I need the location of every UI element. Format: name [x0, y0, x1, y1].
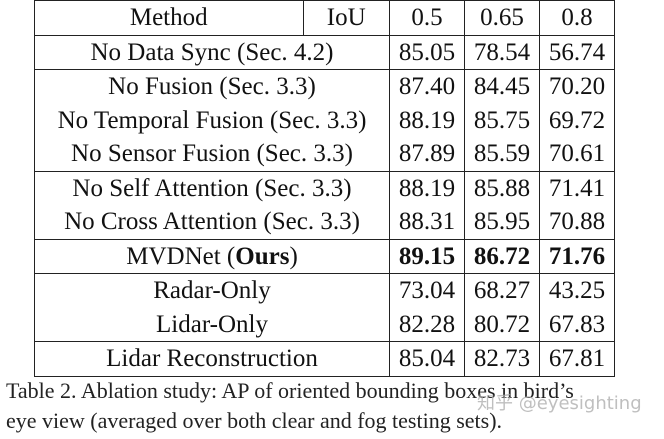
table-row: No Cross Attention (Sec. 3.3) 88.31 85.9… [34, 205, 615, 239]
value-cell: 86.72 [464, 238, 540, 274]
table-row: No Sensor Fusion (Sec. 3.3) 87.89 85.59 … [34, 137, 615, 171]
watermark: 知乎 @eyesighting [477, 393, 642, 414]
value-cell: 85.95 [464, 205, 540, 239]
table-caption: Table 2. Ablation study: AP of oriented … [6, 376, 658, 436]
method-cell: Lidar-Only [34, 307, 390, 342]
value-cell: 82.28 [389, 307, 465, 342]
value-cell: 87.40 [389, 69, 465, 104]
table-row: No Data Sync (Sec. 4.2) 85.05 78.54 56.7… [34, 34, 615, 70]
table-row-ours: MVDNet (Ours) 89.15 86.72 71.76 [34, 238, 615, 274]
value-cell: 67.81 [539, 341, 615, 377]
value-cell: 88.19 [389, 170, 465, 205]
value-cell: 43.25 [539, 273, 615, 308]
method-cell: Radar-Only [34, 273, 390, 308]
table-row: No Self Attention (Sec. 3.3) 88.19 85.88… [34, 170, 615, 205]
table-row: Radar-Only 73.04 68.27 43.25 [34, 273, 615, 308]
value-cell: 69.72 [539, 103, 615, 137]
value-cell: 88.19 [389, 103, 465, 137]
header-col-0.8: 0.8 [539, 0, 615, 35]
method-cell: No Data Sync (Sec. 4.2) [34, 34, 390, 70]
header-iou: IoU [302, 0, 390, 35]
value-cell: 67.83 [539, 307, 615, 342]
method-cell: No Temporal Fusion (Sec. 3.3) [34, 103, 390, 137]
header-col-0.65: 0.65 [464, 0, 540, 35]
table-header-row: Method IoU 0.5 0.65 0.8 [34, 0, 615, 35]
caption-line-2: eye view (averaged over both clear and f… [6, 408, 503, 433]
value-cell: 70.88 [539, 205, 615, 239]
value-cell: 70.20 [539, 69, 615, 104]
value-cell: 68.27 [464, 273, 540, 308]
value-cell: 85.04 [389, 341, 465, 377]
table-row: Lidar Reconstruction 85.04 82.73 67.81 [34, 341, 615, 377]
method-name: MVDNet ( [126, 242, 236, 270]
value-cell: 56.74 [539, 34, 615, 70]
value-cell: 89.15 [389, 238, 465, 274]
caption-line-1: Table 2. Ablation study: AP of oriented … [6, 378, 574, 403]
method-cell: No Cross Attention (Sec. 3.3) [34, 205, 390, 239]
value-cell: 78.54 [464, 34, 540, 70]
ablation-table: Method IoU 0.5 0.65 0.8 No Data Sync (Se… [34, 0, 615, 377]
table-row: Lidar-Only 82.28 80.72 67.83 [34, 307, 615, 342]
method-cell: No Fusion (Sec. 3.3) [34, 69, 390, 104]
value-cell: 85.88 [464, 170, 540, 205]
value-cell: 80.72 [464, 307, 540, 342]
table-row: No Temporal Fusion (Sec. 3.3) 88.19 85.7… [34, 103, 615, 137]
value-cell: 85.59 [464, 137, 540, 171]
value-cell: 82.73 [464, 341, 540, 377]
value-cell: 73.04 [389, 273, 465, 308]
header-col-0.5: 0.5 [389, 0, 465, 35]
method-cell: Lidar Reconstruction [34, 341, 390, 377]
value-cell: 85.75 [464, 103, 540, 137]
value-cell: 87.89 [389, 137, 465, 171]
header-method: Method [34, 0, 304, 35]
value-cell: 70.61 [539, 137, 615, 171]
table-row: No Fusion (Sec. 3.3) 87.40 84.45 70.20 [34, 69, 615, 104]
value-cell: 88.31 [389, 205, 465, 239]
ours-label: Ours [235, 242, 290, 270]
value-cell: 84.45 [464, 69, 540, 104]
value-cell: 71.76 [539, 238, 615, 274]
method-cell: No Sensor Fusion (Sec. 3.3) [34, 137, 390, 171]
method-cell: MVDNet (Ours) [34, 238, 390, 274]
method-suffix: ) [289, 242, 298, 270]
value-cell: 85.05 [389, 34, 465, 70]
method-cell: No Self Attention (Sec. 3.3) [34, 170, 390, 205]
value-cell: 71.41 [539, 170, 615, 205]
